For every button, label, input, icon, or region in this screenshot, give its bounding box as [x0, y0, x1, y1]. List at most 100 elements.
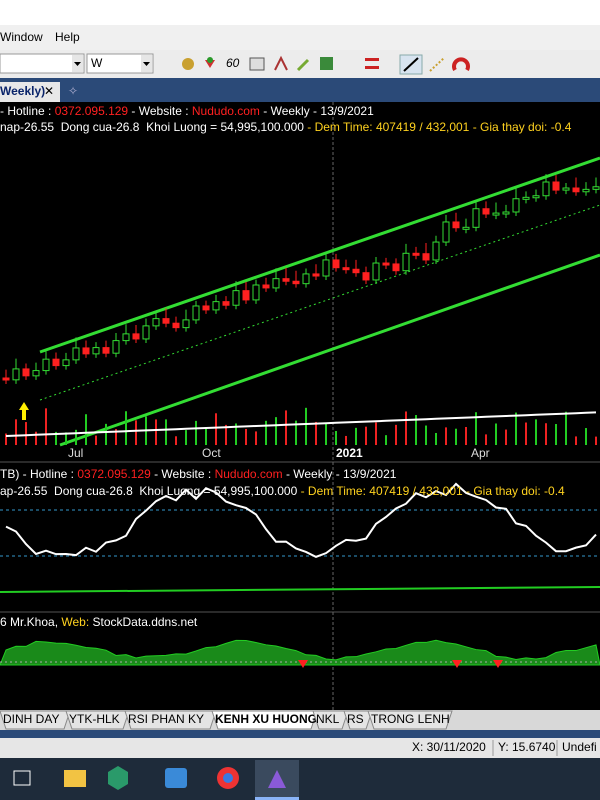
volume-bar — [225, 424, 227, 445]
symbol-box[interactable] — [0, 53, 85, 74]
candle — [572, 187, 580, 193]
interval-box[interactable] — [86, 53, 154, 74]
status-x: X: 30/11/2020 — [412, 740, 486, 754]
x-axis — [0, 445, 600, 462]
sell-signal — [298, 660, 308, 668]
toolbar-icons[interactable]: 60 — [182, 54, 470, 75]
volume-bar — [285, 410, 287, 445]
volume-bar — [265, 420, 267, 445]
sheet-tab[interactable] — [312, 710, 349, 730]
candle — [312, 273, 320, 277]
volume-bar — [195, 420, 197, 445]
candle — [22, 368, 30, 377]
volume-bar — [505, 429, 507, 445]
desktop — [0, 0, 600, 25]
candle — [442, 221, 450, 243]
tab[interactable] — [0, 82, 60, 102]
volume-bar — [165, 419, 167, 445]
candle — [582, 188, 590, 193]
candle — [92, 347, 100, 355]
candle — [252, 284, 260, 301]
candle — [562, 187, 570, 191]
sheet-tab[interactable] — [65, 710, 130, 730]
volume-bar — [465, 426, 467, 445]
volume-bar — [35, 431, 37, 445]
candle — [2, 377, 10, 381]
volume-bar — [395, 424, 397, 445]
volume-bar — [215, 413, 217, 445]
oscillator — [0, 639, 600, 666]
volume-bar — [365, 426, 367, 445]
taskbar-icons[interactable] — [13, 760, 299, 800]
tab-add[interactable]: ✧ — [68, 84, 78, 98]
arrow — [74, 62, 81, 66]
volume-bar — [115, 429, 117, 445]
candle — [192, 305, 200, 321]
volume-bar — [495, 423, 497, 445]
volume-bar — [175, 436, 177, 445]
rsi-line — [5, 482, 597, 558]
candle — [202, 305, 210, 311]
volume-bar — [15, 419, 17, 445]
candle — [482, 208, 490, 215]
volume-bar — [305, 407, 307, 445]
volume-bar — [325, 422, 327, 445]
pane2-header-1: TB) - Hotline : 0372.095.129 - Website :… — [0, 467, 397, 481]
volume-bar — [25, 422, 27, 445]
sheet-tab[interactable] — [124, 710, 217, 730]
svg-text:60: 60 — [226, 56, 240, 70]
volume-bar — [245, 428, 247, 445]
taskbar — [0, 758, 600, 800]
volume-bar — [155, 419, 157, 445]
pane3-header: 6 Mr.Khoa, Web: StockData.ddns.net — [0, 615, 198, 629]
tab-label: Weekly) — [0, 84, 45, 98]
candle — [542, 181, 550, 197]
candle — [302, 273, 310, 285]
sell-signal — [452, 660, 462, 668]
candle — [432, 241, 440, 261]
sheet-tab[interactable] — [343, 710, 373, 730]
volume-bar — [565, 411, 567, 445]
volume-bar — [515, 412, 517, 445]
volume-bar — [535, 419, 537, 445]
arrow — [143, 62, 150, 66]
rsi-signal — [0, 586, 600, 593]
volume-bar — [75, 429, 77, 445]
channel-lower — [59, 253, 600, 447]
candle — [382, 262, 390, 266]
sheet-tab[interactable] — [0, 710, 71, 730]
status-bar — [0, 738, 600, 758]
price-pane — [0, 102, 600, 445]
volume-bar — [65, 432, 67, 445]
status-extra: Undefi — [562, 740, 597, 754]
candle — [212, 301, 220, 311]
menu-help[interactable]: Help — [55, 30, 80, 44]
volume-bar — [575, 436, 577, 445]
sheet-tab[interactable] — [211, 710, 318, 730]
sheet-tab[interactable] — [367, 710, 453, 730]
channel-mid — [39, 204, 600, 401]
volume-bar — [95, 435, 97, 445]
candle — [232, 290, 240, 306]
candle — [12, 368, 20, 381]
candle — [352, 268, 360, 274]
candle — [142, 325, 150, 340]
sheet-tab-label: TRONG LENH — [371, 712, 450, 726]
menu-window[interactable]: Window — [0, 30, 43, 44]
volume-bar — [585, 428, 587, 445]
volume-bar — [345, 435, 347, 445]
status-y: Y: 15.6740 — [498, 740, 556, 754]
volume-bar — [375, 422, 377, 445]
tab-bar — [0, 78, 600, 102]
channel-upper — [39, 156, 600, 354]
candle — [122, 333, 130, 342]
volume-bar — [315, 421, 317, 445]
volume-bar — [85, 414, 87, 445]
volume-bar — [595, 436, 597, 445]
volume-bar — [355, 427, 357, 445]
candle — [112, 340, 120, 354]
volume-bar — [475, 412, 477, 445]
tab-close[interactable]: ✕ — [44, 84, 54, 98]
volume-bar — [555, 424, 557, 445]
